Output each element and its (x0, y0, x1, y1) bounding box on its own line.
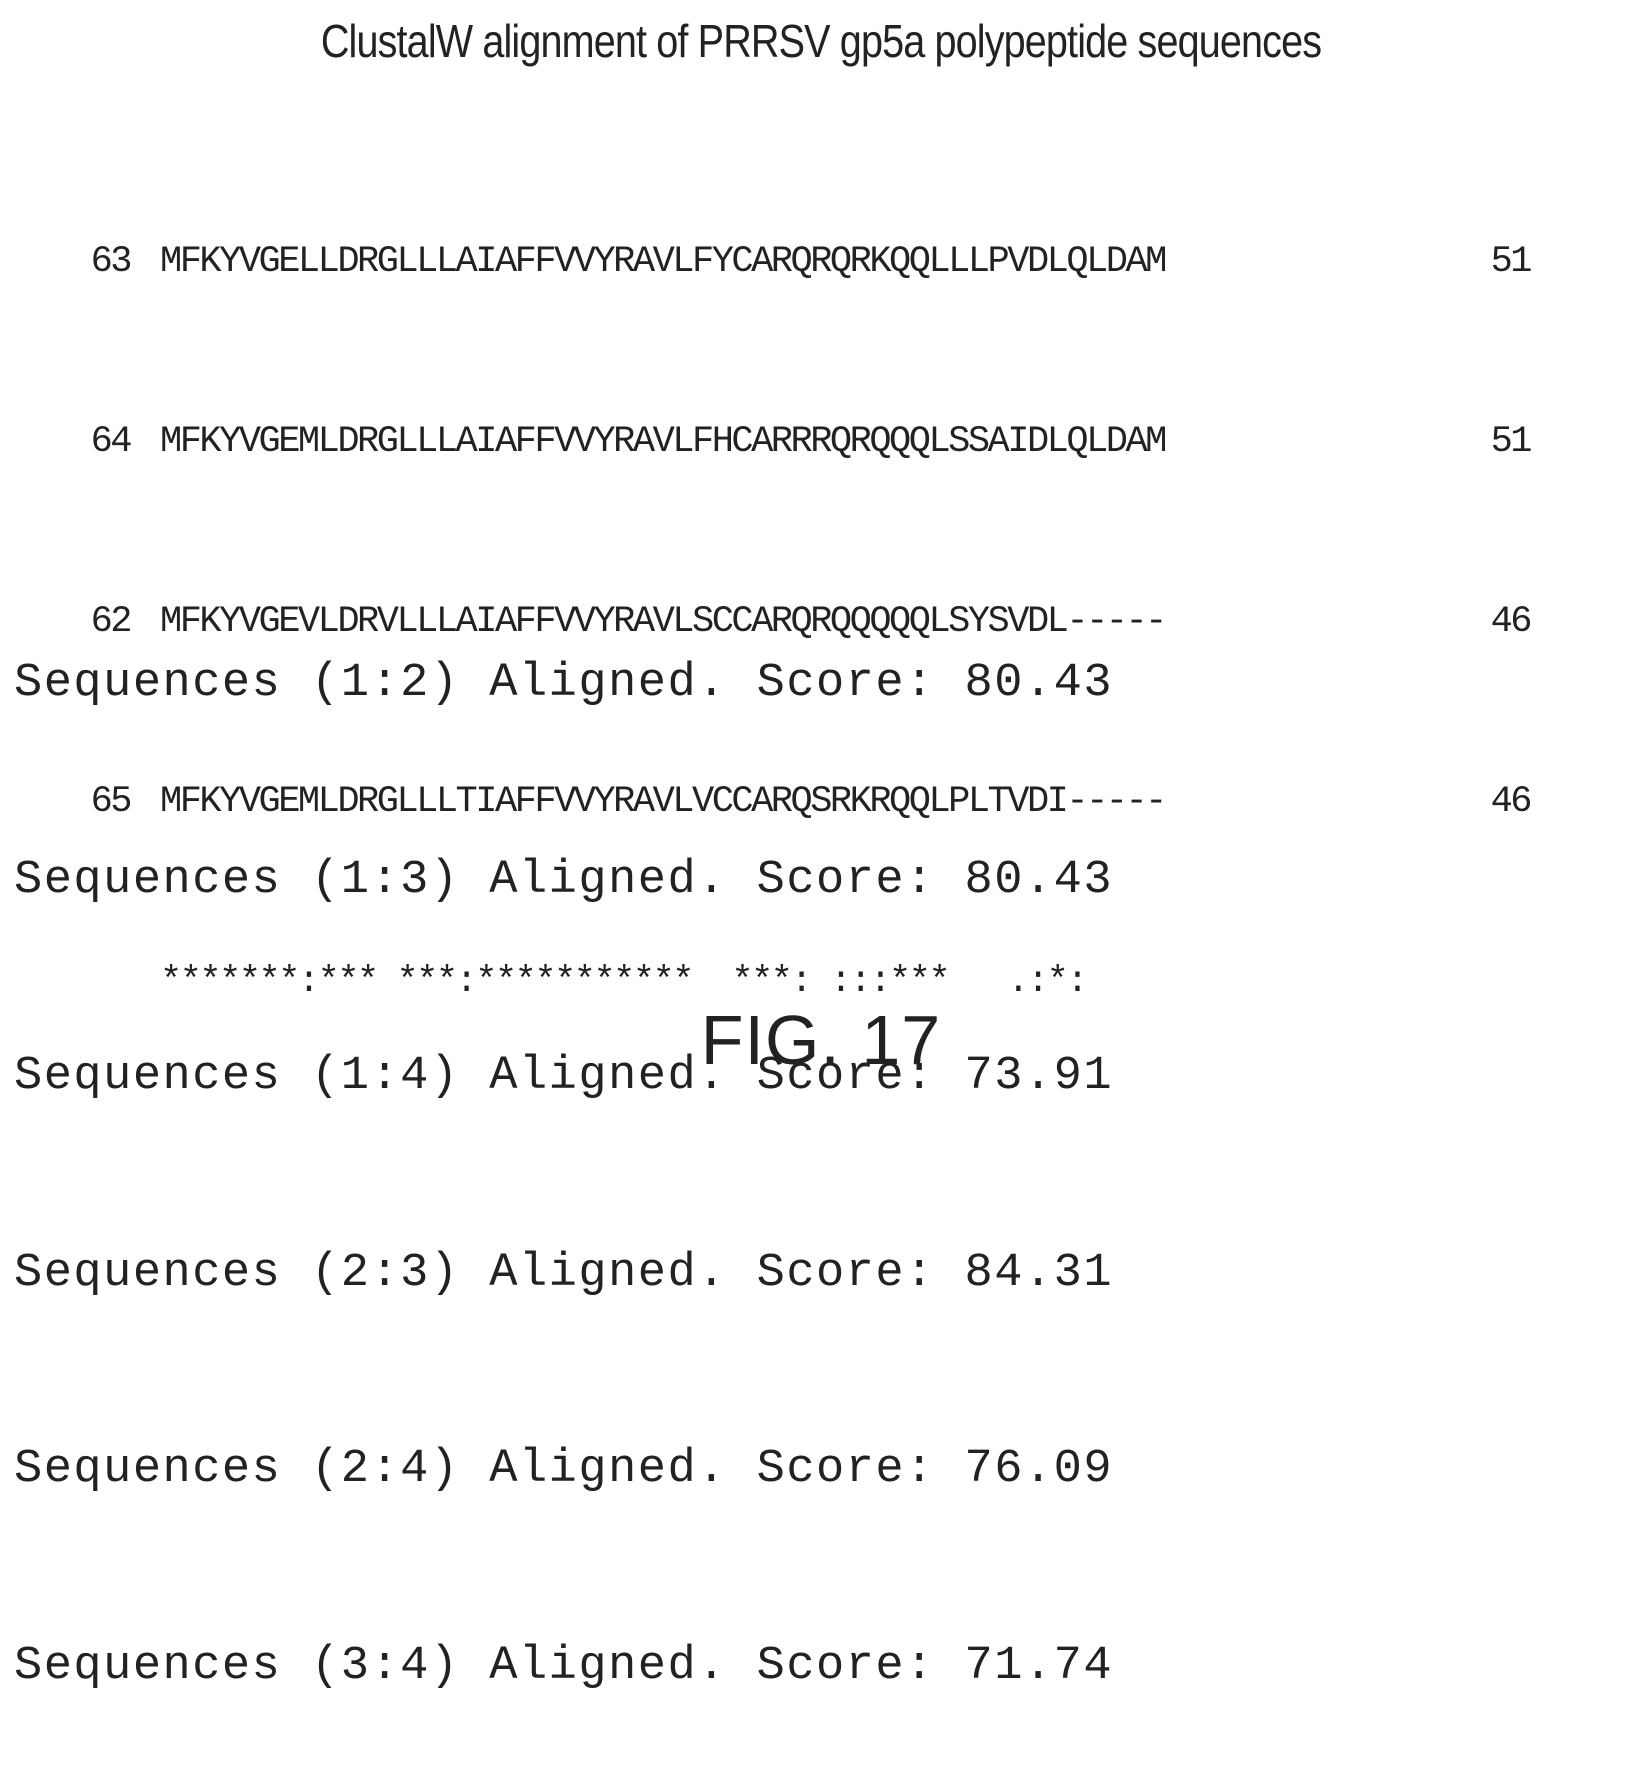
score-line: Sequences (2:3) Aligned. Score: 84.31 (14, 1241, 1113, 1307)
sequence-end-position: 51 (1450, 412, 1530, 472)
alignment-row: 64 MFKYVGEMLDRGLLLAIAFFVVYRAVLFHCARRRQRQ… (36, 412, 1530, 472)
sequence-end-position: 51 (1450, 232, 1530, 292)
sequence-string: MFKYVGELLDRGLLLAIAFFVVYRAVLFYCARQRQRKQQL… (160, 232, 1450, 292)
sequence-end-position: 46 (1450, 592, 1530, 652)
score-line: Sequences (3:4) Aligned. Score: 71.74 (14, 1634, 1113, 1700)
score-line: Sequences (2:4) Aligned. Score: 76.09 (14, 1437, 1113, 1503)
figure-label: FIG. 17 (0, 1000, 1642, 1080)
figure-title: ClustalW alignment of PRRSV gp5a polypep… (115, 14, 1527, 68)
sequence-id: 64 (36, 412, 160, 472)
alignment-scores: Sequences (1:2) Aligned. Score: 80.43 Se… (14, 520, 1113, 1765)
sequence-string: MFKYVGEMLDRGLLLAIAFFVVYRAVLFHCARRRQRQQQL… (160, 412, 1450, 472)
alignment-row: 63 MFKYVGELLDRGLLLAIAFFVVYRAVLFYCARQRQRK… (36, 232, 1530, 292)
document-page: { "title": "ClustalW alignment of PRRSV … (0, 0, 1642, 1087)
sequence-id: 63 (36, 232, 160, 292)
score-line: Sequences (1:2) Aligned. Score: 80.43 (14, 651, 1113, 717)
sequence-end-position: 46 (1450, 772, 1530, 832)
score-line: Sequences (1:3) Aligned. Score: 80.43 (14, 848, 1113, 914)
